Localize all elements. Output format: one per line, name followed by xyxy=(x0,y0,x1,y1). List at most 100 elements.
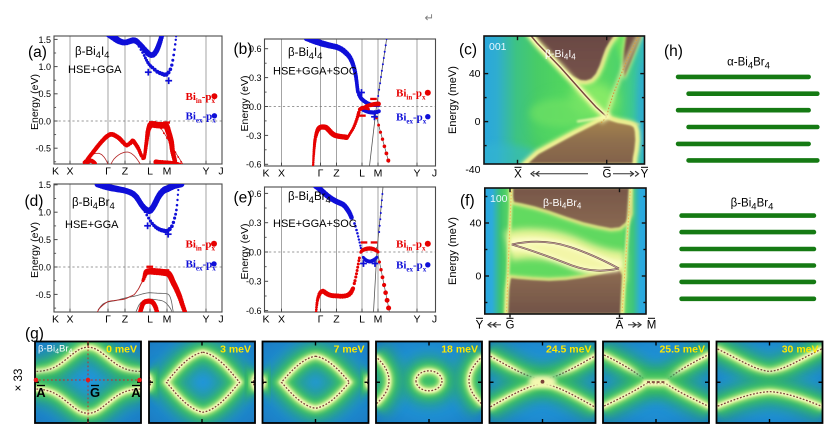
svg-text:30 meV: 30 meV xyxy=(782,344,819,356)
svg-text:HSE+GGA+SOC: HSE+GGA+SOC xyxy=(273,218,357,230)
svg-text:HSE+GGA: HSE+GGA xyxy=(65,219,119,231)
svg-text:J: J xyxy=(218,166,223,178)
svg-text:G: G xyxy=(603,169,612,181)
svg-text:-0.3: -0.3 xyxy=(246,277,262,287)
svg-text:Γ: Γ xyxy=(318,314,324,326)
svg-text:Z: Z xyxy=(333,314,340,326)
svg-text:M: M xyxy=(374,314,383,326)
svg-text:Biex-px: Biex-px xyxy=(186,259,217,273)
svg-text:(c): (c) xyxy=(459,42,477,59)
svg-text:(e): (e) xyxy=(234,190,253,207)
svg-text:β-Bi4Br4: β-Bi4Br4 xyxy=(731,198,774,213)
svg-text:Z: Z xyxy=(122,166,129,178)
svg-text:Energy (eV): Energy (eV) xyxy=(239,223,251,279)
svg-text:Energy (eV): Energy (eV) xyxy=(29,74,41,130)
svg-text:0.0: 0.0 xyxy=(249,247,262,257)
svg-text:L: L xyxy=(359,314,365,326)
svg-text:β-Bi4Br4: β-Bi4Br4 xyxy=(38,344,72,356)
svg-text:25.5 meV: 25.5 meV xyxy=(659,344,705,356)
svg-text:Energy (meV): Energy (meV) xyxy=(447,217,459,285)
svg-text:001: 001 xyxy=(489,41,507,53)
svg-text:Biex-px: Biex-px xyxy=(186,110,217,124)
svg-text:Biex-px: Biex-px xyxy=(396,259,427,273)
svg-text:Biin-px: Biin-px xyxy=(186,91,216,105)
svg-text:L: L xyxy=(359,168,365,180)
svg-text:A: A xyxy=(36,385,46,400)
svg-text:0.6: 0.6 xyxy=(249,44,262,54)
svg-text:X: X xyxy=(66,314,73,326)
svg-text:1.5: 1.5 xyxy=(38,35,51,45)
svg-text:3 meV: 3 meV xyxy=(220,344,251,356)
svg-text:K: K xyxy=(262,168,269,180)
svg-text:(f): (f) xyxy=(460,193,475,210)
svg-text:M: M xyxy=(163,314,172,326)
svg-text:Biin-px: Biin-px xyxy=(396,87,426,101)
svg-text:β-Bi4Br4: β-Bi4Br4 xyxy=(288,191,331,206)
svg-text:(g): (g) xyxy=(25,326,44,343)
svg-text:Y: Y xyxy=(202,166,209,178)
svg-text:Z: Z xyxy=(122,314,129,326)
svg-text:0: 0 xyxy=(475,271,481,283)
svg-text:0.0: 0.0 xyxy=(249,102,262,112)
svg-text:Γ: Γ xyxy=(105,314,111,326)
svg-text:(b): (b) xyxy=(234,41,253,58)
svg-text:↵: ↵ xyxy=(425,13,435,25)
svg-text:0 meV: 0 meV xyxy=(106,344,137,356)
svg-text:K: K xyxy=(52,314,59,326)
svg-text:β-Bi4I4: β-Bi4I4 xyxy=(75,46,109,61)
svg-text:L: L xyxy=(147,166,153,178)
svg-text:0.5: 0.5 xyxy=(38,89,51,99)
svg-text:40: 40 xyxy=(469,68,481,80)
svg-text:1.0: 1.0 xyxy=(38,62,51,72)
svg-text:7 meV: 7 meV xyxy=(334,344,365,356)
svg-text:-0.3: -0.3 xyxy=(246,131,262,141)
svg-text:Biin-px: Biin-px xyxy=(186,238,216,252)
svg-text:Biex-px: Biex-px xyxy=(396,111,427,125)
svg-text:K: K xyxy=(52,166,59,178)
svg-text:100: 100 xyxy=(490,193,508,205)
svg-text:40: 40 xyxy=(470,218,482,230)
svg-text:β-Bi4Br4: β-Bi4Br4 xyxy=(543,197,582,210)
svg-text:Γ: Γ xyxy=(318,168,324,180)
svg-text:-0.5: -0.5 xyxy=(35,290,51,300)
svg-text:HSE+GGA: HSE+GGA xyxy=(68,64,122,76)
svg-text:G: G xyxy=(90,385,100,400)
svg-text:(h): (h) xyxy=(664,43,683,60)
svg-text:X: X xyxy=(278,314,285,326)
svg-text:Z: Z xyxy=(333,168,340,180)
svg-text:A: A xyxy=(616,320,624,332)
svg-text:Y: Y xyxy=(202,314,209,326)
svg-text:Energy (meV): Energy (meV) xyxy=(447,66,459,134)
svg-text:1.0: 1.0 xyxy=(38,208,51,218)
svg-text:Y: Y xyxy=(641,169,649,181)
svg-text:M: M xyxy=(163,166,172,178)
svg-text:M: M xyxy=(647,320,657,332)
svg-text:-40: -40 xyxy=(465,164,480,176)
svg-text:Γ: Γ xyxy=(105,166,111,178)
svg-text:-0.6: -0.6 xyxy=(246,160,262,170)
svg-text:β-Bi4Br4: β-Bi4Br4 xyxy=(72,197,115,212)
svg-text:β-Bi4I4: β-Bi4I4 xyxy=(545,48,576,61)
svg-text:HSE+GGA+SOC: HSE+GGA+SOC xyxy=(273,66,357,78)
svg-text:Energy (eV): Energy (eV) xyxy=(29,222,41,278)
svg-text:(d): (d) xyxy=(25,193,44,210)
svg-text:A: A xyxy=(131,385,141,400)
svg-text:J: J xyxy=(218,314,223,326)
svg-text:0.0: 0.0 xyxy=(38,116,51,126)
svg-text:0.3: 0.3 xyxy=(249,218,262,228)
svg-text:Y: Y xyxy=(476,320,484,332)
svg-text:M: M xyxy=(374,168,383,180)
svg-text:X: X xyxy=(278,168,285,180)
svg-text:Y: Y xyxy=(413,168,420,180)
svg-text:× 33: × 33 xyxy=(13,369,25,392)
svg-text:1.5: 1.5 xyxy=(38,180,51,190)
svg-text:Y: Y xyxy=(413,314,420,326)
svg-text:0.5: 0.5 xyxy=(38,235,51,245)
svg-text:0.6: 0.6 xyxy=(249,189,262,199)
svg-text:0.3: 0.3 xyxy=(249,73,262,83)
svg-text:-0.6: -0.6 xyxy=(246,306,262,316)
svg-text:0.0: 0.0 xyxy=(38,262,51,272)
svg-text:18 meV: 18 meV xyxy=(441,344,478,356)
svg-text:K: K xyxy=(262,314,269,326)
svg-text:L: L xyxy=(147,314,153,326)
